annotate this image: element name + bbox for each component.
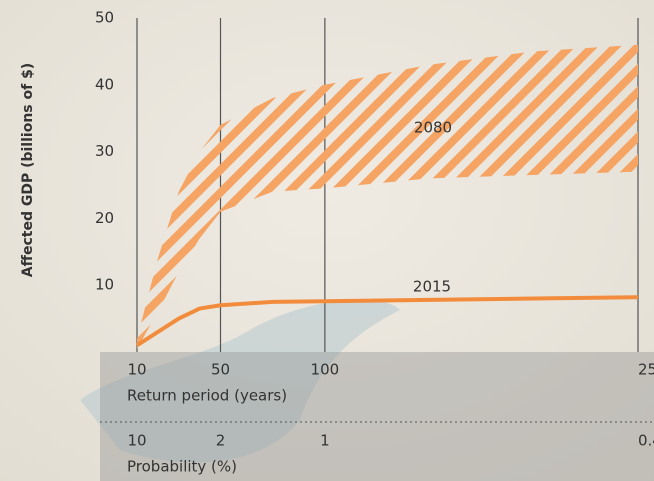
y-tick-label: 20 xyxy=(95,209,114,227)
x-tick-label: 10 xyxy=(127,361,146,379)
x-tick-label: 100 xyxy=(311,361,340,379)
series-label: 2015 xyxy=(413,278,451,296)
x2-axis-title: Probability (%) xyxy=(127,458,237,476)
y-tick-label: 40 xyxy=(95,75,114,93)
y-axis-title: Affected GDP (billions of $) xyxy=(20,63,36,277)
x-tick-label: 250 xyxy=(638,361,654,379)
x-tick-label: 50 xyxy=(211,361,230,379)
x2-tick-label: 0.4 xyxy=(638,432,654,450)
y-tick-label: 50 xyxy=(95,9,114,27)
y-tick-label: 30 xyxy=(95,142,114,160)
x2-tick-label: 2 xyxy=(216,432,226,450)
x2-tick-label: 1 xyxy=(320,432,330,450)
x-axis-title: Return period (years) xyxy=(127,387,287,405)
series-label: 2080 xyxy=(414,119,452,137)
x2-tick-label: 10 xyxy=(127,432,146,450)
y-tick-label: 10 xyxy=(95,276,114,294)
chart: Affected GDP (billions of $) Return peri… xyxy=(0,0,654,481)
